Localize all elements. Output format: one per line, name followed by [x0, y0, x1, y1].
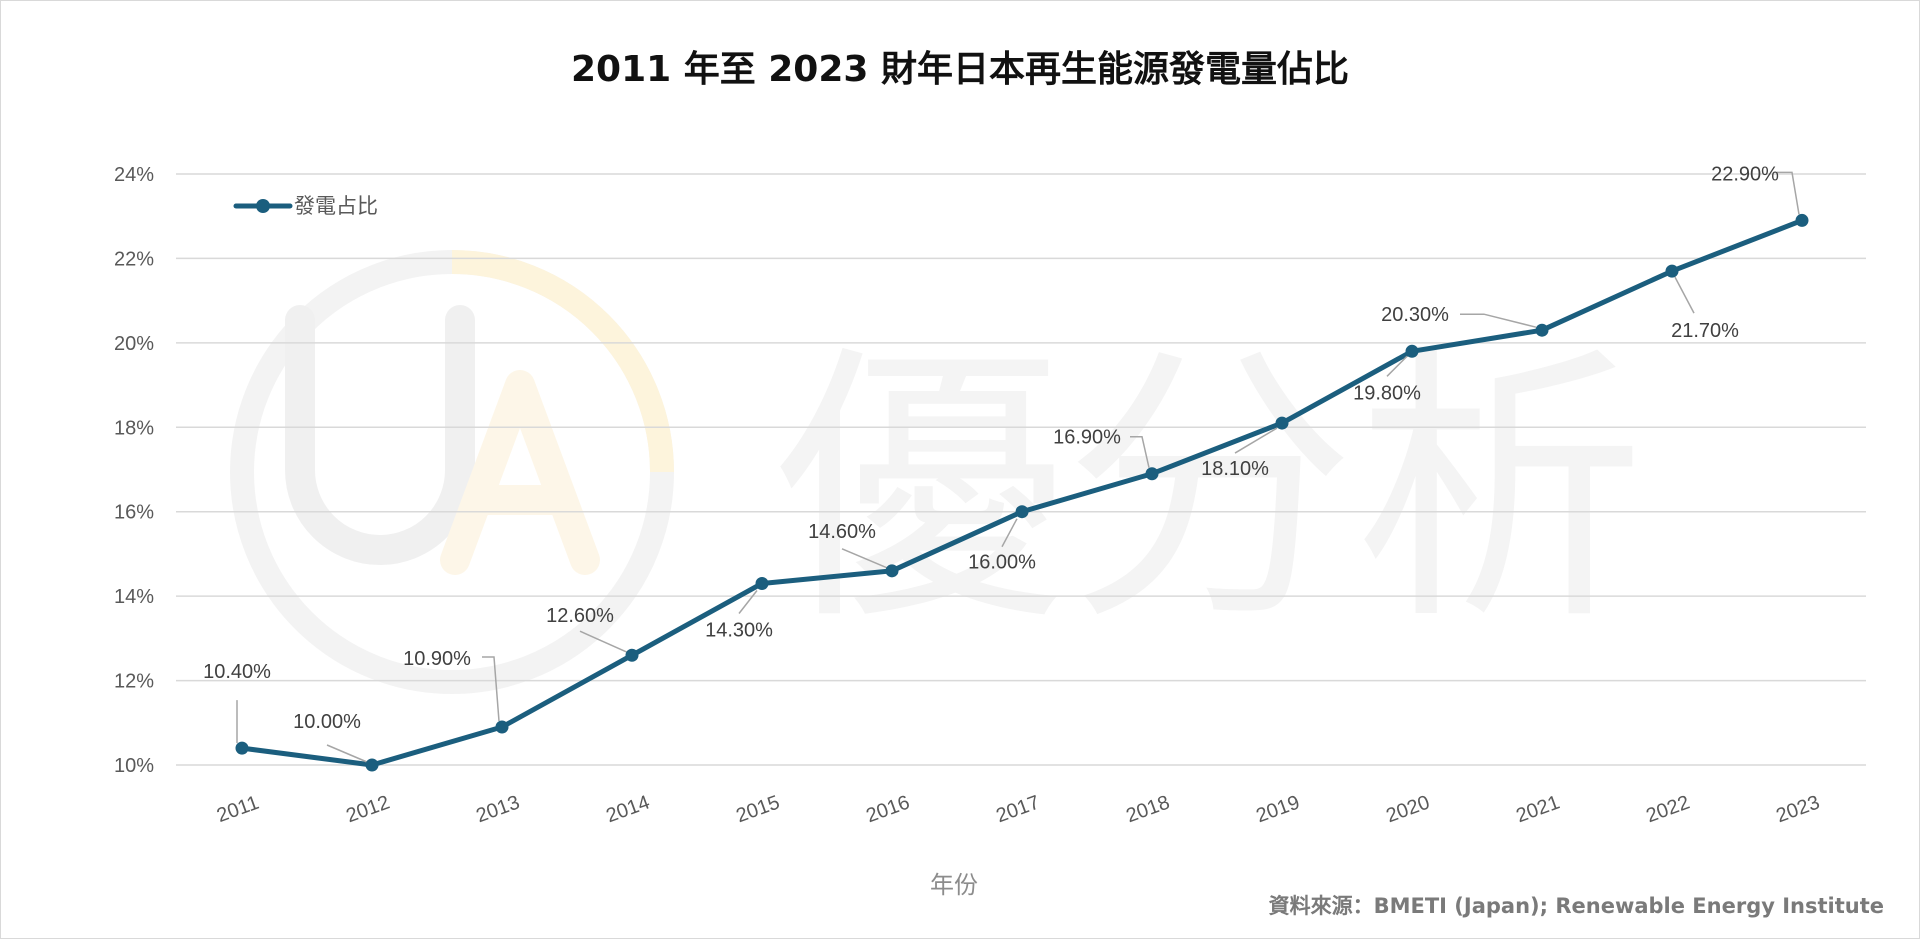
data-label: 14.60% — [808, 521, 876, 543]
data-point — [1015, 505, 1029, 519]
y-tick-label: 20% — [114, 333, 154, 355]
legend-swatch-marker — [256, 199, 270, 213]
data-label: 16.90% — [1053, 427, 1121, 449]
x-tick-label: 2016 — [863, 791, 912, 827]
data-label: 10.40% — [203, 661, 271, 683]
leader-line — [738, 590, 758, 614]
watermark-text: 優分析 — [775, 322, 1645, 659]
x-tick-label: 2017 — [993, 791, 1042, 827]
leader-line — [482, 656, 500, 722]
source-note: 資料來源：BMETI (Japan); Renewable Energy Ins… — [1268, 894, 1884, 918]
leader-line — [1130, 435, 1150, 468]
y-tick-label: 12% — [114, 671, 154, 693]
data-point — [625, 648, 639, 662]
data-label: 16.00% — [968, 552, 1036, 574]
data-point — [1795, 213, 1809, 227]
chart-title: 2011 年至 2023 財年日本再生能源發電量佔比 — [571, 49, 1349, 90]
legend-label: 發電占比 — [294, 194, 378, 218]
x-tick-label: 2022 — [1643, 791, 1692, 827]
y-tick-label: 22% — [114, 248, 154, 270]
x-tick-label: 2013 — [473, 791, 522, 827]
y-tick-label: 16% — [114, 502, 154, 524]
data-point — [1405, 344, 1419, 358]
watermark-logo — [230, 250, 674, 694]
data-label: 18.10% — [1201, 458, 1269, 480]
leader-line — [1777, 171, 1800, 215]
leader-line — [1001, 518, 1018, 548]
leader-line — [579, 630, 628, 653]
data-point — [885, 564, 899, 578]
x-tick-label: 2015 — [733, 791, 782, 827]
data-point — [1535, 323, 1549, 337]
leader-line — [1674, 276, 1695, 314]
data-point — [365, 758, 379, 772]
x-tick-label: 2018 — [1123, 791, 1172, 827]
x-tick-label: 2011 — [214, 792, 262, 827]
y-tick-label: 24% — [114, 164, 154, 186]
x-tick-label: 2023 — [1773, 791, 1822, 827]
x-tick-label: 2021 — [1513, 791, 1562, 827]
y-tick-label: 14% — [114, 586, 154, 608]
data-label: 10.00% — [293, 711, 361, 733]
x-tick-label: 2014 — [603, 791, 652, 827]
x-tick-label: 2019 — [1253, 791, 1302, 827]
x-axis-title: 年份 — [930, 871, 978, 899]
x-tick-label: 2020 — [1383, 791, 1432, 827]
leader-line — [841, 548, 888, 569]
data-label: 14.30% — [705, 619, 773, 641]
data-label: 20.30% — [1381, 304, 1449, 326]
leader-line — [1234, 427, 1278, 454]
x-tick-label: 2012 — [343, 791, 392, 827]
data-point — [235, 741, 249, 755]
leader-line — [1386, 355, 1408, 377]
data-label: 19.80% — [1353, 382, 1421, 404]
data-label: 22.90% — [1711, 163, 1779, 185]
y-tick-label: 18% — [114, 417, 154, 439]
data-label: 10.90% — [403, 648, 471, 670]
data-label: 21.70% — [1671, 320, 1739, 342]
data-point — [1665, 264, 1679, 278]
data-point — [755, 576, 769, 590]
leader-line — [1460, 313, 1537, 328]
data-point — [1145, 467, 1159, 481]
data-label: 12.60% — [546, 605, 614, 627]
leader-line — [326, 744, 368, 763]
y-tick-label: 10% — [114, 755, 154, 777]
data-point — [495, 720, 509, 734]
data-point — [1275, 416, 1289, 430]
